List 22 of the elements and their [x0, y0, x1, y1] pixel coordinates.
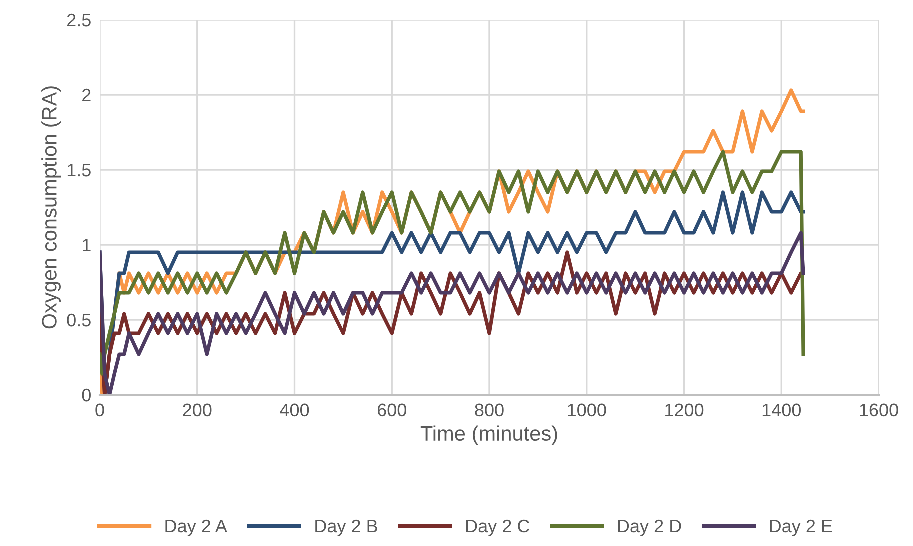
- legend-label: Day 2 D: [618, 520, 682, 536]
- y-tick-label: 0.5: [67, 314, 91, 327]
- y-tick-label: 1.5: [68, 164, 91, 177]
- y-tick-label: 2.5: [67, 14, 91, 27]
- y-tick-label: 1: [83, 239, 91, 252]
- y-tick-label: 0: [82, 388, 91, 402]
- x-tick-label: 400: [280, 404, 310, 417]
- x-tick-label: 0: [96, 404, 104, 417]
- legend-label: Day 2 A: [166, 520, 228, 536]
- x-tick-label: 800: [475, 404, 504, 417]
- legend-label: Day 2 C: [466, 520, 530, 536]
- x-tick-label: 1000: [568, 404, 606, 417]
- x-tick-label: 200: [183, 404, 212, 417]
- x-axis-title: Time (minutes): [420, 426, 558, 446]
- y-axis-title: Oxygen consumption (RA): [42, 86, 62, 329]
- x-tick-label: 1600: [860, 404, 898, 417]
- x-tick-label: 1200: [666, 404, 704, 417]
- legend-label: Day 2 E: [770, 520, 832, 536]
- legend-label: Day 2 B: [316, 520, 378, 536]
- y-tick-label: 2: [82, 88, 91, 102]
- x-tick-label: 600: [378, 404, 406, 417]
- x-tick-label: 1400: [762, 404, 802, 417]
